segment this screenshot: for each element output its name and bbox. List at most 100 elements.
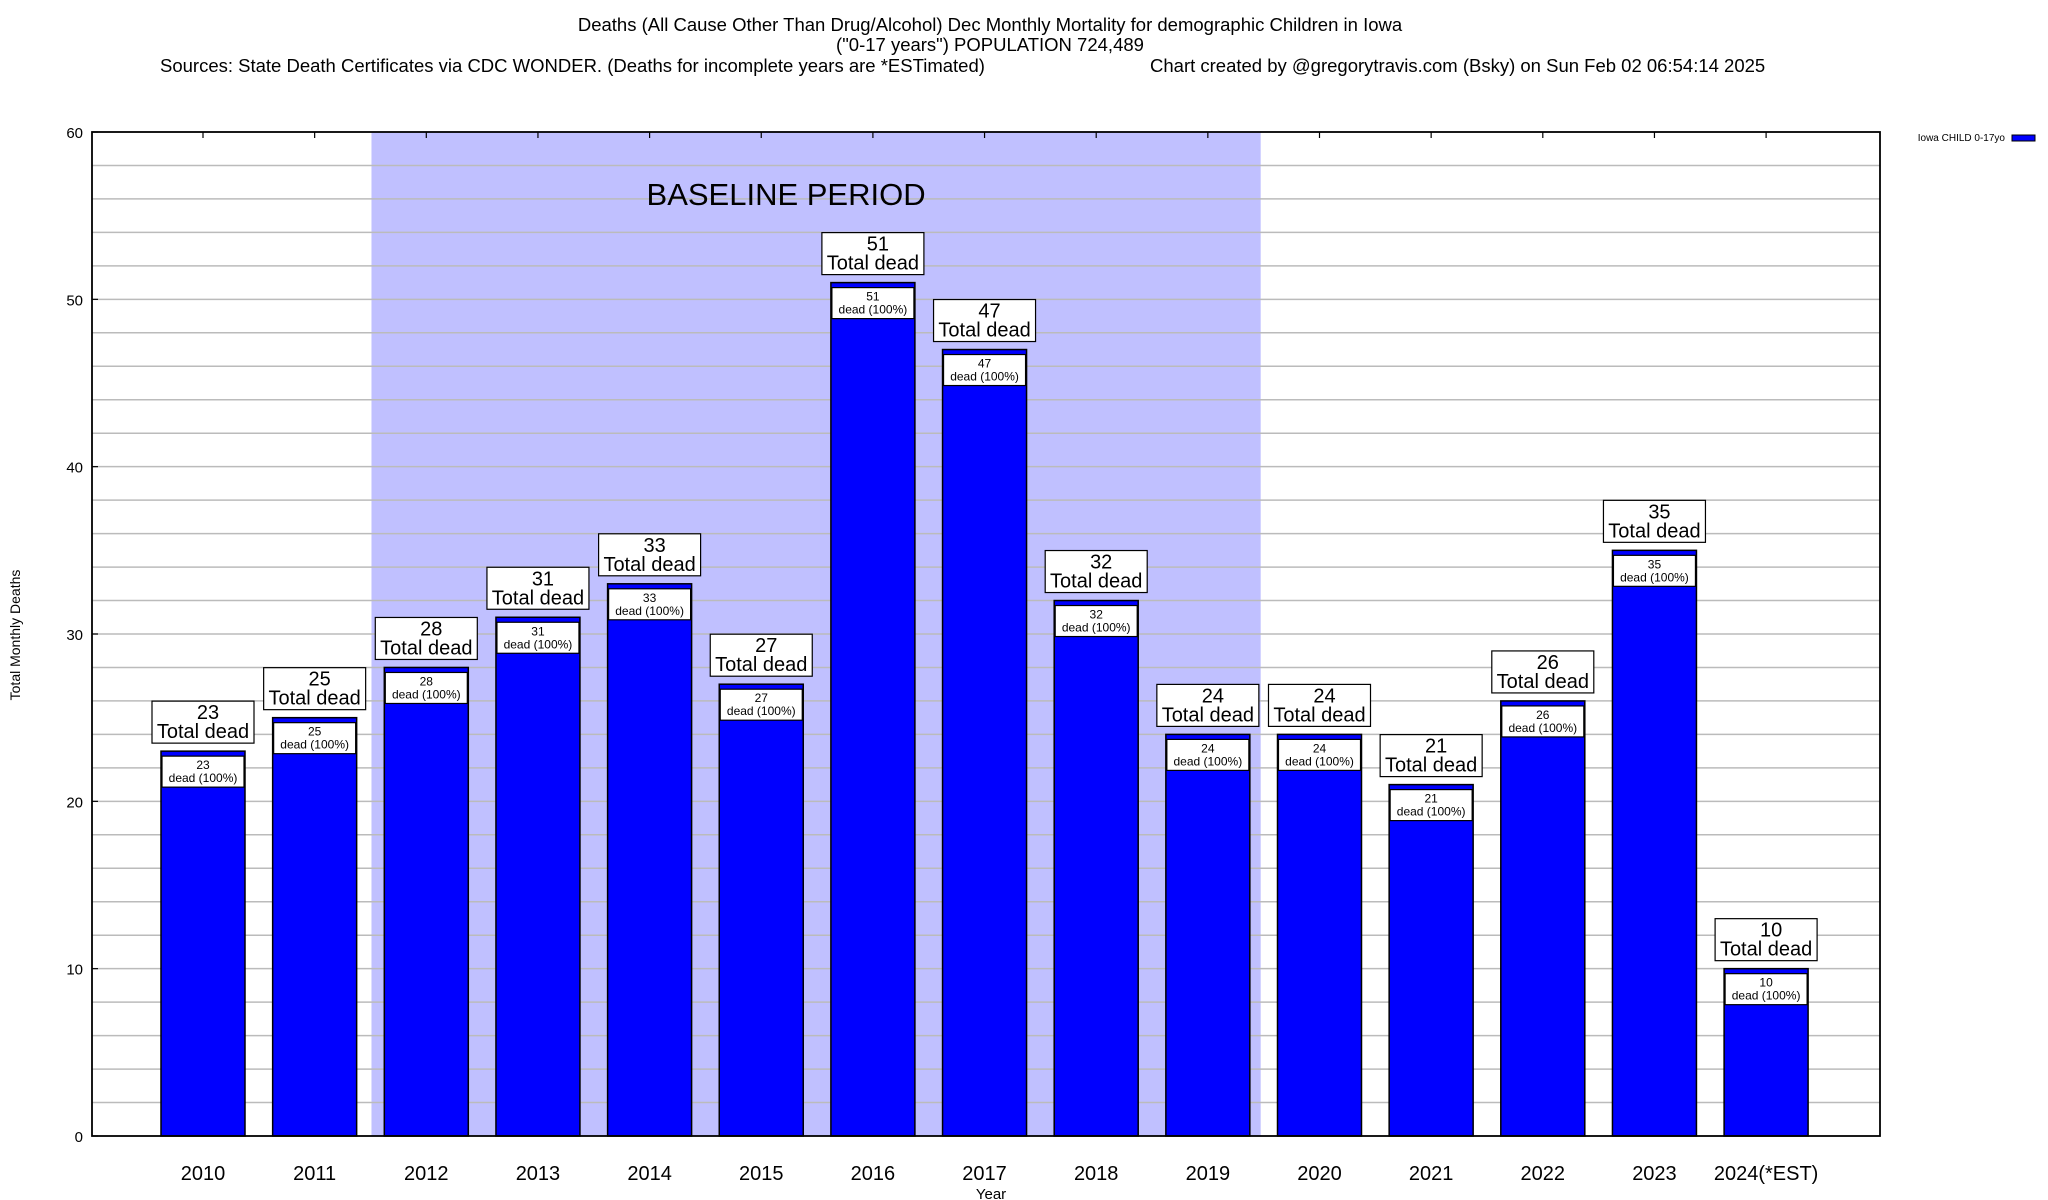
x-tick-label: 2022 <box>1521 1163 1566 1185</box>
bar-inner-value: 24 <box>1313 741 1327 755</box>
bar-inner-label-box <box>384 671 468 705</box>
bar-inner-label-box <box>831 287 915 320</box>
y-tick-label: 40 <box>66 460 83 477</box>
bar-total-label-box <box>1267 683 1372 728</box>
x-tick-label: 2020 <box>1297 1163 1342 1185</box>
bar-total-label: Total dead <box>1497 671 1589 693</box>
legend-swatch <box>2011 134 2036 142</box>
bar-total-value: 26 <box>1537 652 1559 674</box>
bar-total-value: 21 <box>1425 736 1447 758</box>
bar-2016 <box>830 281 916 1137</box>
bar-inner-value: 47 <box>978 357 992 371</box>
chart-credit: Chart created by @gregorytravis.com (Bsk… <box>1150 55 1765 76</box>
bar-inner-percent: dead (100%) <box>1173 754 1242 768</box>
bar-inner-value: 32 <box>1090 608 1104 622</box>
x-tick-label: 2012 <box>404 1163 449 1185</box>
bar-inner-value: 23 <box>196 758 210 772</box>
bar-total-label-box <box>821 232 925 276</box>
bar-inner-label-box <box>1612 554 1697 587</box>
bar-2015 <box>718 683 804 1137</box>
bar-total-value: 32 <box>1090 552 1112 574</box>
bar-total-value: 47 <box>978 301 1000 323</box>
bar-total-label: Total dead <box>1162 704 1254 726</box>
x-tick-label: 2013 <box>516 1163 561 1185</box>
bar-inner-value: 26 <box>1536 708 1550 722</box>
bar-total-label-box <box>597 533 702 577</box>
bar-total-value: 28 <box>420 618 442 640</box>
bar-total-label: Total dead <box>1385 755 1477 777</box>
bar-inner-label-box <box>1166 738 1250 772</box>
y-tick-label: 20 <box>66 794 83 811</box>
bar-total-label: Total dead <box>492 587 584 609</box>
bar-total-value: 24 <box>1202 685 1224 707</box>
bar-total-label-box <box>1602 499 1707 543</box>
bar-2010 <box>160 750 246 1137</box>
bar-2017 <box>941 348 1028 1137</box>
bar-total-label: Total dead <box>380 637 472 659</box>
chart-title-line-2: ("0-17 years") POPULATION 724,489 <box>836 34 1144 55</box>
bar-inner-label-box <box>719 688 803 721</box>
bar-inner-percent: dead (100%) <box>1397 805 1466 819</box>
bar-inner-label-box <box>1389 788 1473 822</box>
bar-2020 <box>1276 733 1363 1137</box>
bar-total-label-box <box>1379 733 1483 778</box>
y-tick-label: 50 <box>66 292 83 309</box>
bar-total-value: 33 <box>643 535 665 557</box>
x-tick-label: 2010 <box>181 1163 226 1185</box>
chart-sources: Sources: State Death Certificates via CD… <box>160 55 985 76</box>
bar-inner-label-box <box>607 588 692 621</box>
bar-total-label-box <box>151 700 255 744</box>
bar-2021 <box>1388 783 1474 1137</box>
x-tick-label: 2017 <box>962 1163 1007 1185</box>
x-tick-label: 2016 <box>851 1163 896 1185</box>
bar-total-label-box <box>1044 549 1148 594</box>
bar-inner-percent: dead (100%) <box>950 370 1019 384</box>
y-tick-label: 0 <box>75 1129 83 1146</box>
x-axis-label: Year <box>976 1186 1006 1200</box>
bar-total-label-box <box>1491 650 1595 694</box>
x-tick-label: 2019 <box>1186 1163 1231 1185</box>
bar-inner-percent: dead (100%) <box>1285 754 1354 768</box>
x-tick-label: 2021 <box>1409 1163 1454 1185</box>
bar-2014 <box>606 583 693 1137</box>
bar-inner-percent: dead (100%) <box>169 771 238 785</box>
bar-total-label-box <box>374 616 478 661</box>
bar-inner-value: 35 <box>1648 557 1662 571</box>
x-tick-label: 2018 <box>1074 1163 1119 1185</box>
bar-2012 <box>383 666 470 1137</box>
bar-inner-label-box <box>1501 705 1585 738</box>
bar-inner-value: 51 <box>866 290 880 304</box>
bar-inner-percent: dead (100%) <box>839 303 908 317</box>
bar-total-label: Total dead <box>715 654 807 676</box>
bar-total-value: 27 <box>755 635 777 657</box>
bar-inner-value: 31 <box>531 624 545 638</box>
legend-label: Iowa CHILD 0-17yo <box>1918 133 2006 144</box>
bar-inner-value: 28 <box>420 674 434 688</box>
bar-inner-percent: dead (100%) <box>504 637 573 651</box>
bar-total-label: Total dead <box>603 554 695 576</box>
bar-inner-value: 27 <box>755 691 769 705</box>
bar-total-label-box <box>263 667 367 711</box>
bar-total-value: 24 <box>1313 685 1335 707</box>
bar-total-label-box <box>709 633 813 677</box>
bar-inner-label-box <box>161 755 245 788</box>
bar-inner-percent: dead (100%) <box>615 604 684 618</box>
bar-inner-value: 24 <box>1201 741 1215 755</box>
bar-inner-percent: dead (100%) <box>1732 989 1801 1003</box>
bar-inner-value: 21 <box>1424 792 1438 806</box>
bar-total-label: Total dead <box>938 320 1030 342</box>
bar-inner-value: 25 <box>308 725 322 739</box>
bar-total-label: Total dead <box>1050 571 1142 593</box>
bar-total-label: Total dead <box>1608 520 1700 542</box>
bar-total-label: Total dead <box>1720 939 1812 961</box>
bar-2011 <box>271 716 358 1137</box>
bar-total-label: Total dead <box>269 688 361 710</box>
bar-inner-percent: dead (100%) <box>1508 721 1577 735</box>
bar-inner-label-box <box>1277 738 1362 772</box>
bar-2022 <box>1500 700 1586 1137</box>
bar-inner-percent: dead (100%) <box>727 704 796 718</box>
bar-2019 <box>1165 733 1251 1137</box>
bar-total-value: 31 <box>532 568 554 590</box>
bar-2023 <box>1611 549 1698 1137</box>
